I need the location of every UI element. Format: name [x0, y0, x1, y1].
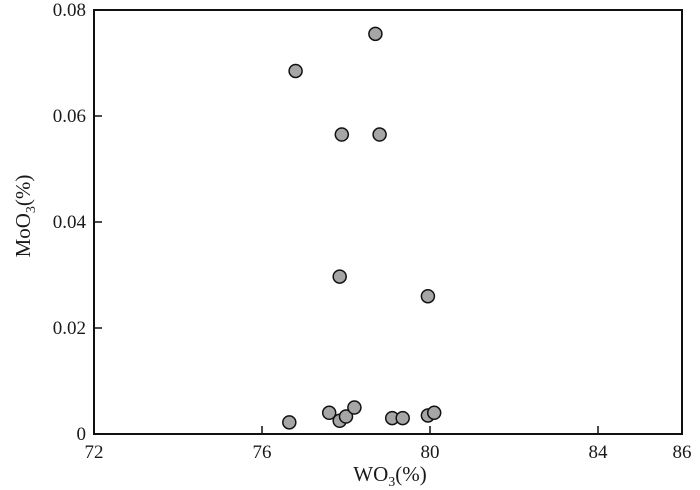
data-point	[321, 405, 337, 421]
x-axis-label: WO3(%)	[353, 462, 426, 490]
y-tick-label: 0.08	[53, 0, 86, 21]
data-point	[368, 26, 383, 42]
x-tick-label: 72	[85, 442, 104, 463]
data-points	[282, 26, 442, 430]
y-tick-label: 0.02	[53, 318, 86, 339]
data-point	[347, 400, 362, 415]
x-tick-label: 80	[421, 442, 440, 463]
data-point	[288, 63, 303, 79]
y-tick-label: 0.04	[53, 212, 87, 233]
y-axis-label: MoO3(%)	[11, 175, 39, 258]
plot-frame	[93, 9, 683, 435]
x-tick-label: 76	[253, 442, 272, 463]
data-point	[282, 415, 297, 430]
data-point	[338, 409, 354, 424]
x-tick-label: 86	[673, 442, 692, 463]
axis-ticks	[93, 9, 683, 435]
axis-tick-labels: 72 76 80 84 86 0 0.02 0.04 0.06 0.08	[53, 0, 692, 463]
y-tick-label: 0	[77, 424, 87, 445]
data-point	[332, 269, 347, 284]
data-point	[372, 127, 387, 142]
data-point	[395, 410, 410, 426]
data-point	[426, 405, 442, 421]
data-point	[420, 288, 436, 304]
data-point	[334, 127, 350, 142]
x-tick-label: 84	[589, 442, 609, 463]
y-tick-label: 0.06	[53, 106, 86, 127]
